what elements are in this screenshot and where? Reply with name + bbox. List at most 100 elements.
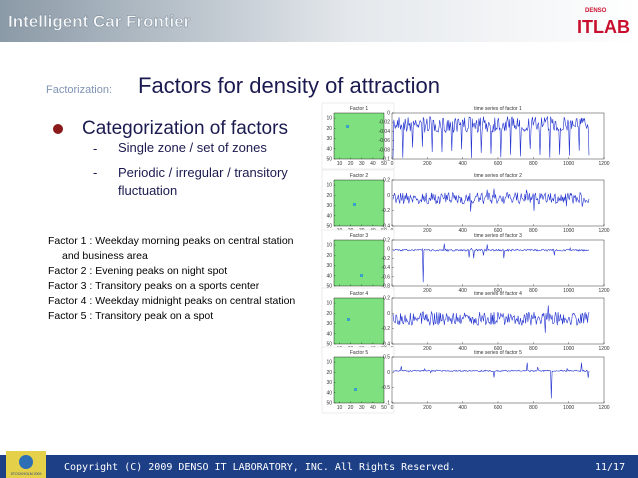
factor-item: Factor 3 : Transitory peaks on a sports … [48,280,260,292]
series-y-tick-label: 0 [387,193,390,199]
map-y-tick-label: 20 [326,126,332,132]
map-x-tick-label: 30 [359,161,365,167]
map-y-tick-label: 30 [326,203,332,209]
series-trace [392,115,590,159]
map-y-tick-label: 50 [326,284,332,290]
factor-list: Factor 1 : Weekday morning peaks on cent… [48,234,310,324]
dash: - [93,141,97,156]
series-x-tick-label: 800 [529,228,538,234]
series-x-tick-label: 1000 [563,405,574,411]
series-x-tick-label: 600 [494,405,503,411]
series-y-tick-label: -0.1 [381,157,390,163]
map-title: Factor 1 [350,106,369,112]
series-x-tick-label: 800 [529,405,538,411]
map-x-tick-label: 20 [348,161,354,167]
series-y-tick-label: 0 [387,111,390,117]
map-y-tick-label: 10 [326,183,332,189]
map-title: Factor 5 [350,350,369,356]
map [333,239,385,287]
series-x-tick-label: 800 [529,288,538,294]
series-frame [391,297,605,345]
series-x-tick-label: 1200 [598,288,609,294]
slide-title: Factors for density of attraction [138,73,440,98]
series-y-tick-label: -0.06 [379,138,391,144]
series-y-tick-label: -0.08 [379,147,391,153]
map-y-tick-label: 50 [326,157,332,163]
series-x-tick-label: 1000 [563,228,574,234]
series-y-tick-label: 0 [387,370,390,376]
series-x-tick-label: 800 [529,161,538,167]
series-y-tick-label: 0 [387,311,390,317]
series-title: time series of factor 5 [474,350,522,356]
series-x-tick-label: 1200 [598,228,609,234]
series-trace [392,305,590,333]
series-trace [392,188,590,212]
series-x-tick-label: 600 [494,346,503,352]
series-y-tick-label: -0.02 [379,120,391,126]
map-y-tick-label: 10 [326,116,332,122]
map-y-tick-label: 10 [326,243,332,249]
series-y-tick-label: -0.2 [381,256,390,262]
series-x-tick-label: 400 [458,228,467,234]
series-y-tick-label: -0.04 [379,129,391,135]
series-title: time series of factor 3 [474,233,522,239]
map-y-tick-label: 30 [326,321,332,327]
series-x-tick-label: 400 [458,405,467,411]
series-x-tick-label: 400 [458,161,467,167]
series-frame [391,356,605,404]
series-x-tick-label: 200 [423,288,432,294]
series-x-tick-label: 1200 [598,161,609,167]
factor-item: Factor 2 : Evening peaks on night spot [48,265,228,277]
map-y-tick-label: 40 [326,390,332,396]
map [333,112,385,160]
series-x-tick-label: 400 [458,288,467,294]
series-x-tick-label: 600 [494,288,503,294]
slide-label: Factorization: [46,84,112,96]
logo: ITLAB [577,17,630,37]
series-y-tick-label: -0.4 [381,224,390,230]
series-y-tick-label: -0.4 [381,342,390,348]
footer-band [0,455,638,478]
map-x-tick-label: 50 [381,405,387,411]
series-x-tick-label: 0 [391,405,394,411]
series-y-tick-label: 0.2 [383,296,390,302]
map-y-tick-label: 50 [326,401,332,407]
badge-text: STOCKHOLM 2009 [11,472,42,476]
map-title: Factor 2 [350,173,369,179]
map-y-tick-label: 20 [326,311,332,317]
bullet-dot [53,124,63,134]
map-x-tick-label: 50 [381,161,387,167]
series-y-tick-label: -0.4 [381,265,390,271]
map-y-tick-label: 20 [326,253,332,259]
series-y-tick-label: -0.6 [381,274,390,280]
map-spot [346,125,349,128]
map-spot [353,203,356,206]
map-y-tick-label: 10 [326,301,332,307]
map-x-tick-label: 20 [348,405,354,411]
map-y-tick-label: 50 [326,342,332,348]
series-y-tick-label: -0.8 [381,284,390,290]
bullet: Categorization of factors [82,118,288,139]
series-title: time series of factor 1 [474,106,522,112]
map-y-tick-label: 10 [326,360,332,366]
series-frame [391,239,605,287]
map [333,297,385,345]
series-x-tick-label: 400 [458,346,467,352]
sub-bullet: Single zone / set of zones [118,140,267,155]
series-y-tick-label: 0.2 [383,238,390,244]
series-x-tick-label: 0 [391,161,394,167]
copyright: Copyright (C) 2009 DENSO IT LABORATORY, … [64,462,455,473]
series-y-tick-label: 0 [387,247,390,253]
map-title: Factor 4 [350,291,369,297]
series-title: time series of factor 4 [474,291,522,297]
badge-emblem [19,455,33,469]
factor-item: Factor 1 : Weekday morning peaks on cent… [48,235,294,262]
series-y-tick-label: 0.2 [383,178,390,184]
map [333,356,385,404]
series-trace [392,362,590,399]
logo-brand: DENSO [585,8,607,14]
series-x-tick-label: 600 [494,228,503,234]
header-band [0,0,638,42]
series-x-tick-label: 200 [423,405,432,411]
